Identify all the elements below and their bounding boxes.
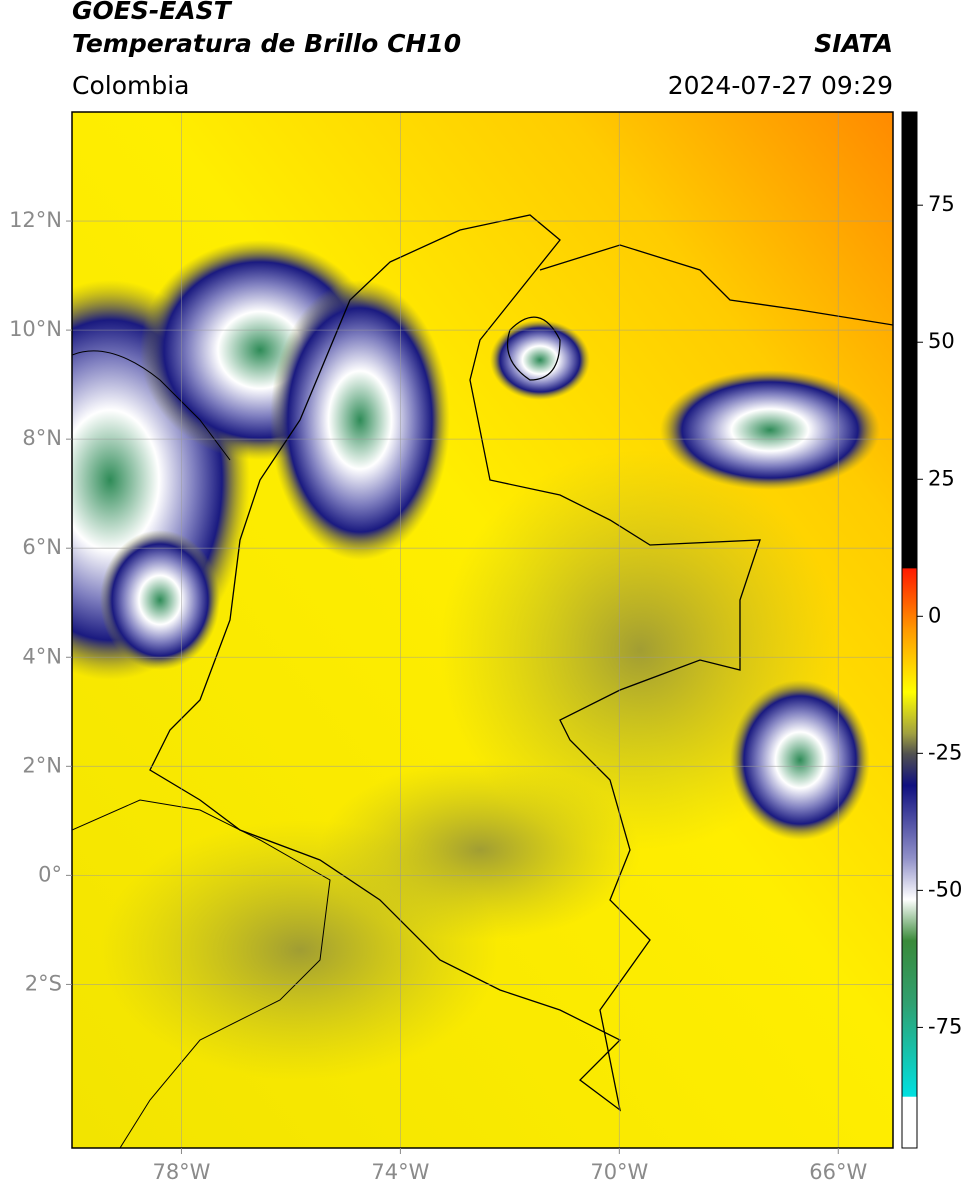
satellite-image [72,112,893,1148]
source: SIATA [814,29,893,58]
grid [72,112,893,1148]
region: Colombia [72,71,189,100]
y-tick-label: 8°N [22,426,62,450]
colorbar-label: 0 [928,603,941,627]
subtitle: Temperatura de Brillo CH10 [72,29,461,58]
title: GOES-EAST [72,0,233,25]
y-tick-label: 4°N [22,644,62,668]
colorbar [901,111,918,1149]
y-tick-label: 0° [38,862,62,886]
y-tick-label: 2°S [25,971,62,995]
colorbar-label: 50 [928,329,955,353]
y-tick-label: 10°N [9,317,62,341]
datetime: 2024-07-27 09:29 [668,71,893,100]
y-tick-label: 2°N [22,753,62,777]
x-tick-label: 66°W [809,1160,867,1184]
x-tick-label: 70°W [590,1160,648,1184]
colorbar-label: -75 [928,1014,962,1038]
x-tick-label: 78°W [152,1160,210,1184]
colorbar-label: -25 [928,740,962,764]
y-tick-label: 12°N [9,208,62,232]
x-tick-label: 74°W [371,1160,429,1184]
colorbar-label: -50 [928,877,962,901]
colorbar-label: 75 [928,192,955,216]
map-frame [71,111,894,1149]
y-tick-label: 6°N [22,535,62,559]
colorbar-label: 25 [928,466,955,490]
